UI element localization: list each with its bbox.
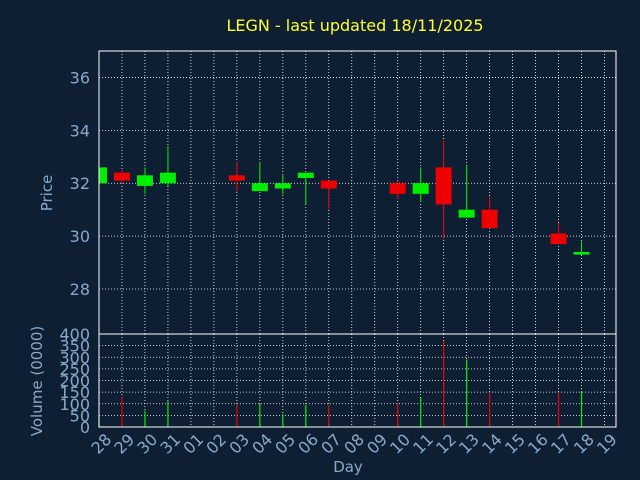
x-tick-label: 19 [593,430,621,458]
volume-tick-label: 400 [59,325,90,344]
volume-tick-label: 350 [59,337,90,356]
candle-body [320,180,337,189]
candle-body [274,183,291,189]
candle-body [251,183,268,192]
chart-title: LEGN - last updated 18/11/2025 [226,16,483,35]
price-y-ticks: 28 30 32 34 36 [70,68,90,299]
price-tick-label: 32 [70,174,90,193]
candle-body [228,175,245,181]
volume-tick-label: 150 [59,383,90,402]
x-axis-label: Day [333,458,363,476]
volume-tick-label: 200 [59,372,90,391]
price-tick-label: 36 [70,68,90,87]
candle-body [412,183,429,194]
volume-plot-frame [98,333,617,428]
candle-body [435,167,452,205]
price-axis-label: Price [38,175,56,212]
price-tick-label: 28 [70,280,90,299]
candle-body [550,233,567,245]
volume-tick-label: 50 [70,406,90,425]
candle-body [389,183,406,194]
volume-tick-label: 0 [80,418,90,437]
volume-tick-label: 100 [59,395,90,414]
candle-body [136,175,153,186]
candle-body [573,252,590,255]
candle-body [458,209,475,218]
volume-tick-label: 250 [59,360,90,379]
price-grid [99,51,616,334]
candle-body [99,167,107,184]
price-plot-frame [98,50,617,335]
candle-body [297,172,314,178]
candle-body [481,209,498,229]
x-ticks: 2829303101020304050607080910111213141516… [87,430,620,458]
candle-body [113,172,130,181]
volume-bars [98,340,583,427]
volume-tick-label: 300 [59,348,90,367]
price-tick-label: 34 [70,121,90,140]
price-tick-label: 30 [70,227,90,246]
candle-body [159,172,176,184]
volume-grid [99,334,616,427]
candles [98,140,590,255]
volume-axis-label: Volume (0000) [28,326,46,436]
